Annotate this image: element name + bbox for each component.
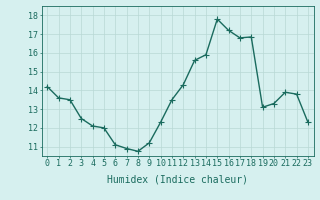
X-axis label: Humidex (Indice chaleur): Humidex (Indice chaleur) bbox=[107, 174, 248, 184]
